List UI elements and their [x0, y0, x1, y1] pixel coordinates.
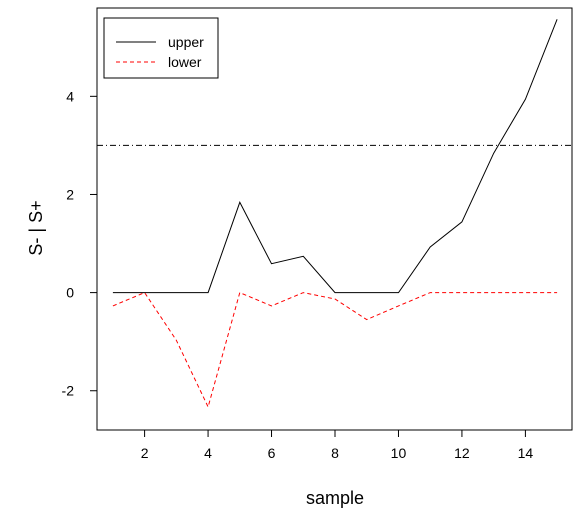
x-tick-label: 2: [141, 445, 149, 461]
x-tick-label: 10: [391, 445, 407, 461]
x-tick-label: 12: [454, 445, 470, 461]
y-tick-label: -2: [62, 383, 75, 399]
x-tick-label: 4: [204, 445, 212, 461]
y-tick-label: 4: [66, 88, 74, 104]
y-axis-title: S- | S+: [26, 200, 46, 255]
x-tick-label: 6: [268, 445, 276, 461]
legend: upper lower: [104, 18, 218, 78]
x-tick-label: 14: [518, 445, 534, 461]
y-tick-label: 2: [66, 186, 74, 202]
legend-label-lower: lower: [168, 54, 202, 70]
legend-label-upper: upper: [168, 34, 204, 50]
x-tick-label: 8: [331, 445, 339, 461]
y-tick-label: 0: [66, 285, 74, 301]
x-axis-title: sample: [306, 488, 364, 508]
